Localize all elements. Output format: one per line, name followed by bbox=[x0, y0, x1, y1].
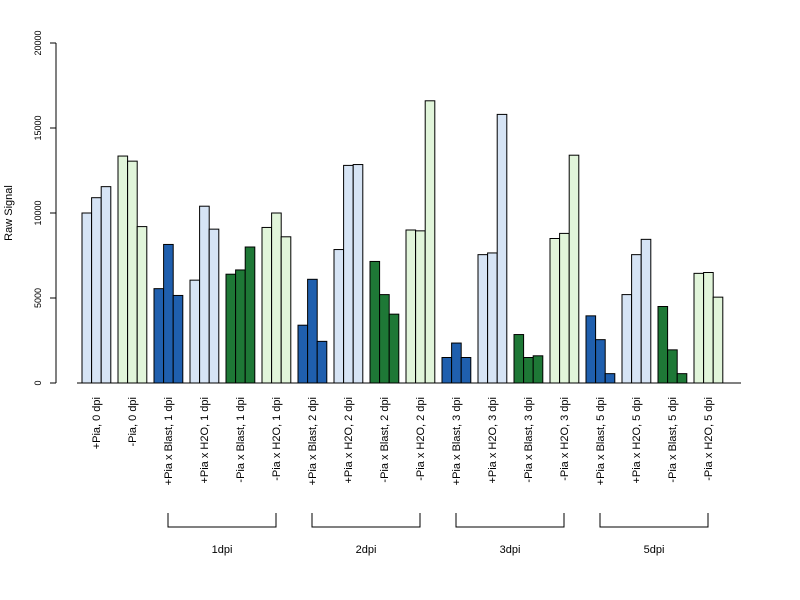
bar bbox=[585, 315, 597, 384]
bar bbox=[199, 205, 210, 384]
x-category-label: +Pia x H2O, 3 dpi bbox=[487, 397, 499, 484]
bar bbox=[640, 238, 652, 384]
bar bbox=[496, 113, 508, 384]
y-axis-ticks: 0 5000 10000 15000 20000 bbox=[33, 30, 56, 386]
y-axis-title: Raw Signal bbox=[3, 185, 15, 241]
bar bbox=[657, 306, 669, 384]
bar bbox=[343, 164, 354, 384]
x-category-label: -Pia x H2O, 1 dpi bbox=[271, 397, 283, 481]
bar bbox=[235, 269, 246, 384]
y-tick-label: 10000 bbox=[33, 200, 43, 225]
bar bbox=[261, 226, 273, 384]
bar bbox=[297, 324, 309, 384]
group-label: 1dpi bbox=[212, 544, 233, 556]
x-category-label: +Pia x H2O, 1 dpi bbox=[199, 397, 211, 484]
bar bbox=[307, 278, 318, 384]
bar bbox=[559, 232, 570, 384]
x-category-label: -Pia x Blast, 2 dpi bbox=[379, 397, 391, 483]
bar bbox=[424, 100, 436, 384]
bar bbox=[333, 249, 345, 384]
bar bbox=[532, 355, 544, 384]
x-category-label: +Pia x H2O, 2 dpi bbox=[343, 397, 355, 484]
x-category-label: +Pia x Blast, 1 dpi bbox=[163, 397, 175, 485]
y-tick-label: 20000 bbox=[33, 30, 43, 55]
bar bbox=[388, 313, 400, 384]
bar bbox=[136, 226, 148, 384]
y-tick-label: 5000 bbox=[33, 288, 43, 308]
bar bbox=[477, 254, 489, 384]
x-category-label: -Pia x Blast, 3 dpi bbox=[523, 397, 535, 483]
x-category-label: -Pia x H2O, 5 dpi bbox=[703, 397, 715, 481]
bar bbox=[208, 228, 220, 384]
y-tick-label: 0 bbox=[33, 380, 43, 385]
bar bbox=[163, 243, 174, 384]
bar bbox=[667, 349, 678, 384]
bar bbox=[81, 212, 93, 384]
bar bbox=[415, 230, 426, 384]
bar bbox=[172, 294, 184, 384]
x-category-label: -Pia, 0 dpi bbox=[127, 397, 139, 447]
group-bracket bbox=[167, 513, 277, 528]
bar bbox=[369, 260, 381, 384]
bar bbox=[460, 357, 472, 384]
bar bbox=[100, 186, 112, 384]
bar bbox=[595, 339, 606, 384]
bars-layer bbox=[81, 100, 724, 384]
group-label: 2dpi bbox=[356, 544, 377, 556]
group-label: 3dpi bbox=[500, 544, 521, 556]
x-category-label: -Pia x H2O, 3 dpi bbox=[559, 397, 571, 481]
x-category-label: +Pia x Blast, 3 dpi bbox=[451, 397, 463, 485]
bar bbox=[117, 155, 129, 384]
bar bbox=[676, 373, 688, 384]
bar bbox=[405, 229, 417, 384]
bar bbox=[523, 357, 534, 384]
bar bbox=[352, 164, 364, 384]
bar bbox=[693, 272, 705, 384]
bar bbox=[712, 296, 724, 384]
bar bbox=[487, 252, 498, 384]
x-category-label: +Pia x Blast, 2 dpi bbox=[307, 397, 319, 485]
bar bbox=[621, 294, 633, 384]
bar bbox=[631, 254, 642, 384]
group-brackets: 1dpi 2dpi 3dpi 5dpi bbox=[167, 513, 709, 556]
bar bbox=[703, 272, 714, 384]
x-category-label: +Pia x Blast, 5 dpi bbox=[595, 397, 607, 485]
bar bbox=[316, 340, 328, 384]
bar bbox=[244, 246, 256, 384]
group-bracket bbox=[311, 513, 421, 528]
bar bbox=[271, 212, 282, 384]
bar bbox=[189, 279, 201, 384]
bar bbox=[91, 197, 102, 384]
bar bbox=[379, 294, 390, 384]
group-label: 5dpi bbox=[644, 544, 665, 556]
bar bbox=[513, 334, 525, 384]
bar bbox=[280, 236, 292, 384]
group-bracket bbox=[599, 513, 709, 528]
bar bbox=[451, 342, 462, 384]
bar bbox=[225, 273, 237, 384]
y-tick-label: 15000 bbox=[33, 115, 43, 140]
bar bbox=[441, 357, 453, 384]
x-category-label: -Pia x H2O, 2 dpi bbox=[415, 397, 427, 481]
group-bracket bbox=[455, 513, 565, 528]
x-axis-labels: +Pia, 0 dpi -Pia, 0 dpi +Pia x Blast, 1 dp… bbox=[91, 397, 715, 485]
bar bbox=[568, 154, 580, 384]
bar bbox=[549, 238, 561, 384]
x-category-label: +Pia, 0 dpi bbox=[91, 397, 103, 449]
bar bbox=[604, 373, 616, 384]
x-category-label: -Pia x Blast, 5 dpi bbox=[667, 397, 679, 483]
x-category-label: +Pia x H2O, 5 dpi bbox=[631, 397, 643, 484]
x-category-label: -Pia x Blast, 1 dpi bbox=[235, 397, 247, 483]
bar bbox=[127, 160, 138, 384]
bar bbox=[153, 288, 165, 384]
